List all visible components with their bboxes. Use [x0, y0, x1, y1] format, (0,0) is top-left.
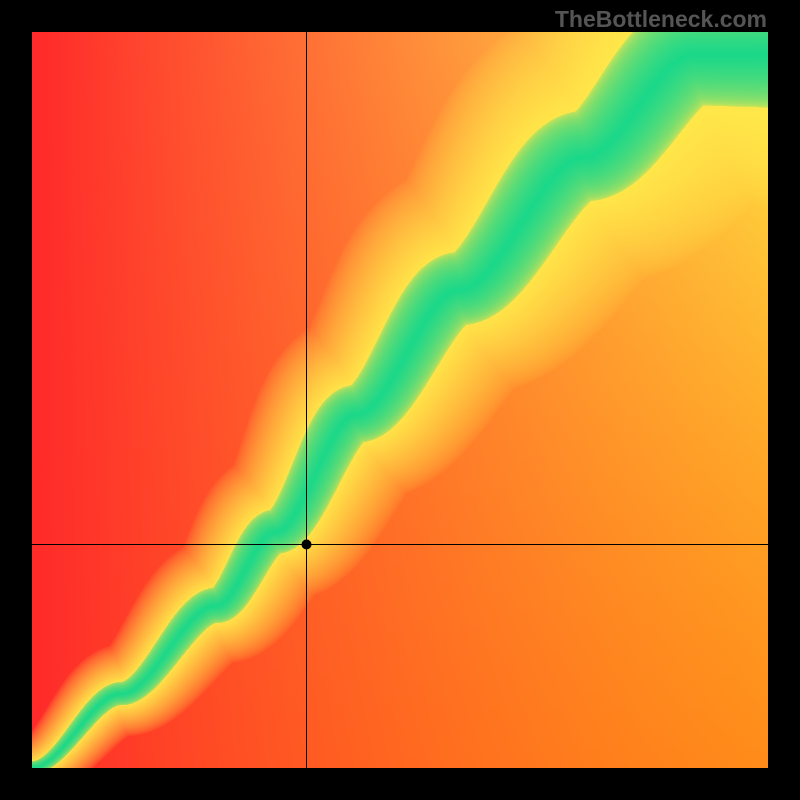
heatmap-canvas	[32, 32, 768, 768]
heatmap-plot	[32, 32, 768, 768]
watermark-text: TheBottleneck.com	[555, 6, 767, 33]
